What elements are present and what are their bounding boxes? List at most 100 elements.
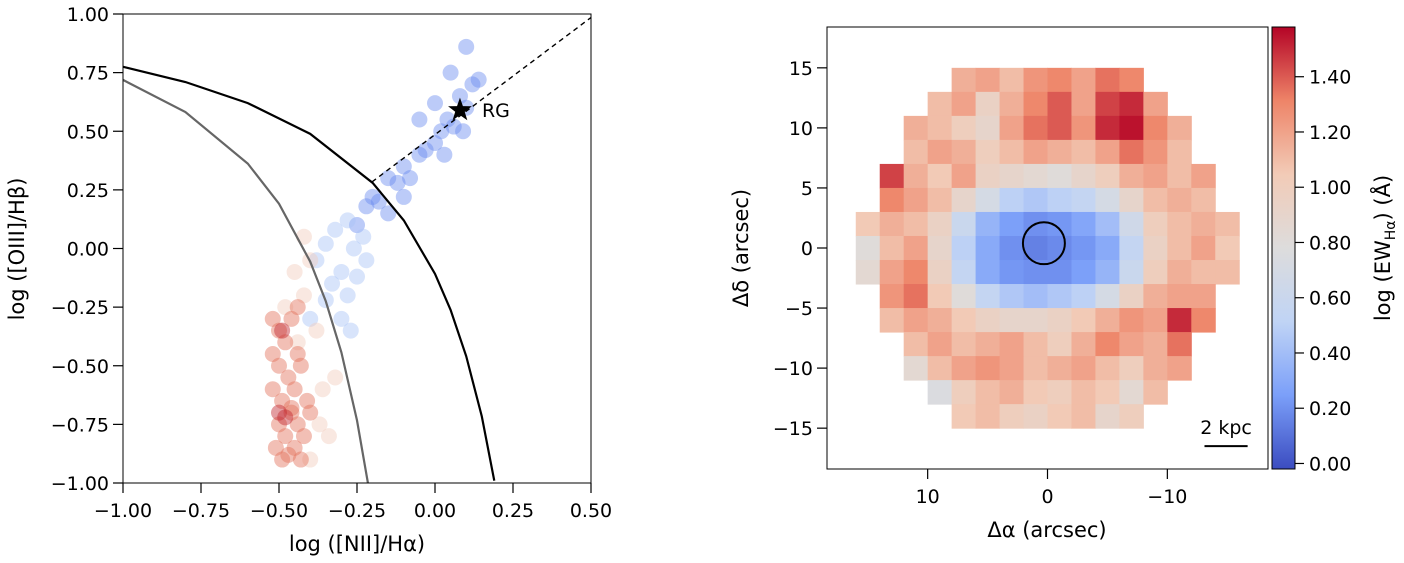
point — [264, 310, 281, 327]
x-tick-label: −0.25 — [328, 500, 386, 522]
point — [395, 188, 412, 205]
y-tick-label: −10 — [773, 358, 813, 380]
map-cell — [951, 235, 977, 261]
map-cell — [1023, 139, 1048, 165]
map-cell — [999, 332, 1025, 357]
y-tick-label: 10 — [789, 118, 813, 140]
map-cell — [1071, 235, 1096, 261]
map-cell — [951, 187, 977, 213]
map-cell — [999, 115, 1025, 141]
map-cell — [951, 260, 977, 285]
y-tick-label: 1.00 — [67, 4, 109, 26]
map-cell — [1167, 211, 1192, 237]
map-cell — [1119, 115, 1144, 141]
map-cell — [879, 187, 905, 213]
map-cell — [927, 163, 953, 189]
map-cell — [1119, 67, 1144, 93]
map-cell — [1071, 115, 1096, 141]
map-cell — [855, 260, 881, 285]
point — [339, 212, 356, 229]
map-cell — [975, 356, 1001, 381]
map-cell — [975, 163, 1001, 189]
map-cell — [879, 284, 905, 309]
map-cell — [1119, 260, 1144, 285]
y-tick-label: 0.75 — [67, 63, 109, 85]
point — [311, 416, 328, 433]
map-cell — [1071, 260, 1096, 285]
colorbar-tick-label: 1.00 — [1309, 177, 1351, 199]
map-cell — [1143, 187, 1168, 213]
map-cell — [1095, 115, 1120, 141]
point — [317, 235, 334, 252]
point — [286, 263, 303, 280]
point — [302, 404, 319, 421]
point — [345, 240, 362, 257]
point — [308, 252, 325, 269]
point — [283, 404, 300, 421]
point — [417, 142, 434, 159]
map-cell — [999, 308, 1025, 333]
map-cell — [1167, 308, 1192, 333]
colorbar-tick-label: 1.40 — [1309, 67, 1351, 89]
map-cell — [999, 91, 1025, 117]
map-cell — [999, 67, 1025, 93]
point — [302, 451, 319, 468]
map-cell — [1167, 115, 1192, 141]
point — [302, 310, 319, 327]
point — [271, 357, 287, 374]
point — [370, 193, 387, 210]
map-cell — [1023, 187, 1048, 213]
map-cell — [951, 284, 977, 309]
map-cell — [975, 139, 1001, 165]
map-cell — [927, 187, 953, 213]
y-tick-label: −0.75 — [51, 414, 109, 436]
map-cell — [1119, 332, 1144, 357]
map-cell — [903, 211, 929, 237]
map-cell — [999, 356, 1025, 381]
point — [308, 322, 325, 339]
map-cell — [1143, 260, 1168, 285]
map-cell — [975, 260, 1001, 285]
map-cell — [951, 115, 977, 141]
point — [427, 134, 443, 151]
map-cell — [1119, 91, 1144, 117]
map-cell — [975, 404, 1001, 429]
point — [327, 369, 344, 386]
x-tick-label: 0.00 — [414, 500, 456, 522]
map-cell — [1047, 91, 1072, 117]
map-cell — [927, 115, 953, 141]
point — [339, 287, 356, 304]
point — [333, 263, 350, 280]
colorbar — [1271, 26, 1296, 470]
colorbar-tick-label: 0.20 — [1309, 398, 1351, 420]
map-cell — [1047, 260, 1072, 285]
map-cell — [1047, 67, 1072, 93]
map-cell — [1167, 260, 1192, 285]
map-cell — [1071, 91, 1096, 117]
map-cell — [1047, 163, 1072, 189]
map-cell — [1023, 163, 1048, 189]
map-cell — [927, 260, 953, 285]
point — [333, 310, 350, 327]
colorbar-tick-label: 1.20 — [1309, 122, 1351, 144]
map-cell — [1095, 67, 1120, 93]
scale-bar-label: 2 kpc — [1200, 417, 1252, 439]
map-cell — [1047, 284, 1072, 309]
map-cell — [903, 139, 929, 165]
map-cell — [903, 356, 929, 381]
map-cell — [1119, 284, 1144, 309]
map-cell — [1047, 356, 1072, 381]
point — [445, 118, 462, 135]
map-cell — [951, 211, 977, 237]
map-cell — [1095, 404, 1120, 429]
map-cell — [1095, 139, 1120, 165]
point — [389, 174, 406, 191]
x-axis-label: log ([NII]/Hα) — [289, 532, 425, 556]
point — [292, 451, 309, 468]
point — [402, 170, 419, 187]
map-cell — [999, 163, 1025, 189]
map-cell — [1023, 332, 1048, 357]
map-cell — [1191, 235, 1216, 261]
map-cell — [1119, 187, 1144, 213]
